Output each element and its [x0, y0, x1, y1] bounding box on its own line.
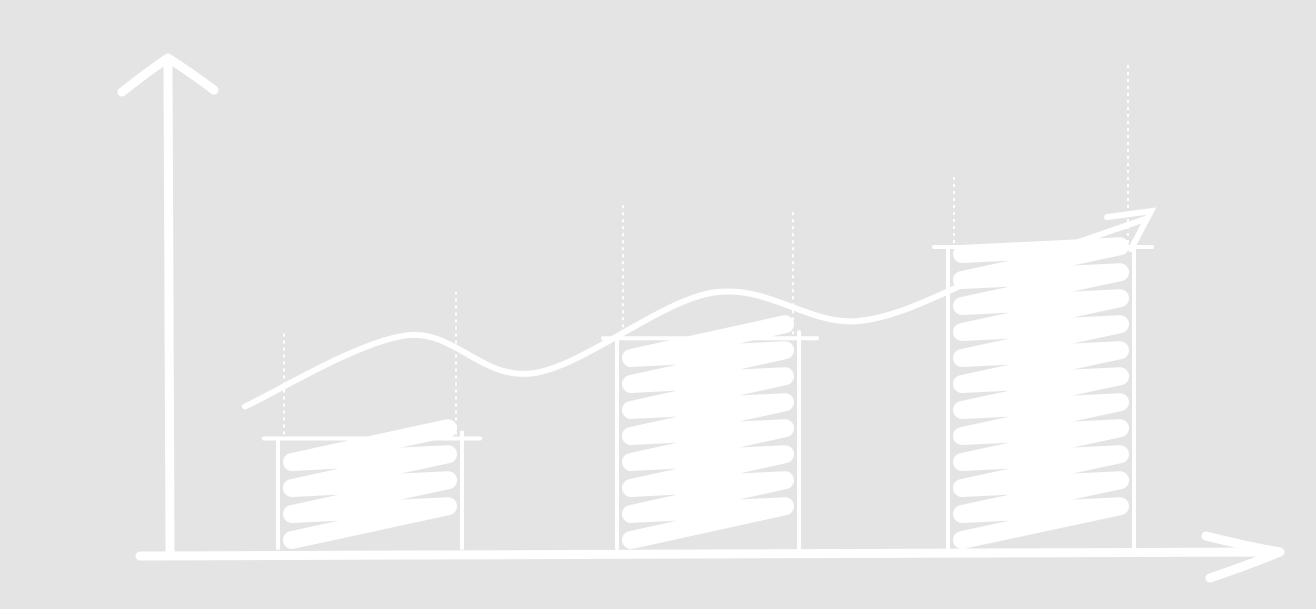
- bars: [262, 237, 1154, 550]
- trend-line: [242, 216, 1148, 410]
- y-axis-arrow-head: [117, 53, 219, 97]
- bar-3: [932, 237, 1154, 550]
- bar-1: [262, 419, 482, 550]
- bar-scribble-fill: [953, 237, 1129, 549]
- x-axis: [135, 547, 1275, 561]
- axes: [117, 53, 1285, 583]
- bar-2: [601, 315, 819, 550]
- x-axis-arrow-head: [1201, 531, 1285, 583]
- y-axis: [163, 57, 175, 556]
- trend-arrow-head: [1104, 207, 1157, 253]
- bar-scribble-fill: [283, 419, 457, 549]
- bar-scribble-fill: [622, 315, 794, 549]
